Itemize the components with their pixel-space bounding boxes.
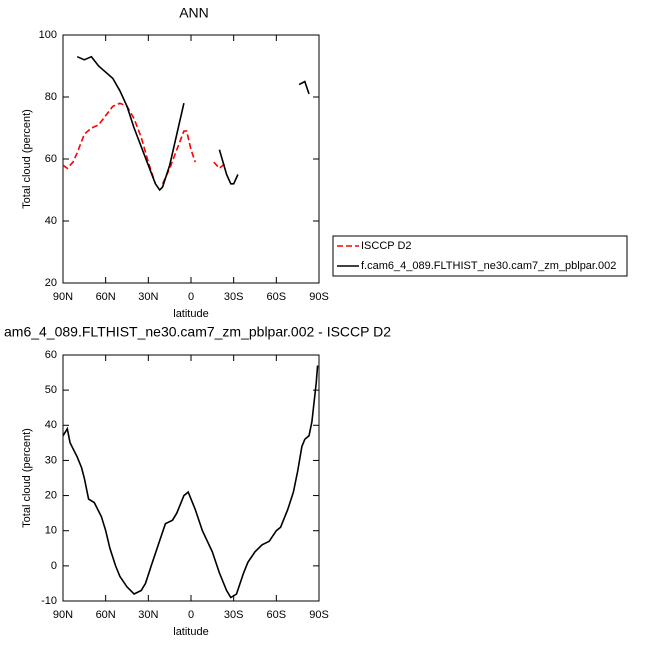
x-tick-label: 60S bbox=[267, 291, 287, 303]
plot-frame bbox=[62, 34, 320, 284]
y-tick-label: 20 bbox=[45, 489, 57, 501]
y-tick-label: 40 bbox=[45, 419, 57, 431]
x-tick-label: 90S bbox=[309, 609, 329, 621]
data-line bbox=[63, 103, 319, 258]
x-tick-label: 30S bbox=[224, 609, 244, 621]
y-tick-label: 50 bbox=[45, 384, 57, 396]
y-tick-label: 60 bbox=[45, 153, 57, 165]
y-tick-label: 30 bbox=[45, 454, 57, 466]
y-tick-label: 10 bbox=[45, 525, 57, 537]
x-tick-label: 30N bbox=[138, 609, 158, 621]
y-tick-label: 0 bbox=[51, 560, 57, 572]
x-tick-label: 90N bbox=[53, 609, 73, 621]
plot-frame bbox=[62, 354, 320, 602]
y-axis-label: Total cloud (percent) bbox=[21, 428, 33, 528]
legend-label: f.cam6_4_089.FLTHIST_ne30.cam7_zm_pblpar… bbox=[361, 260, 616, 272]
chart-title: ANN bbox=[179, 5, 209, 21]
chart-title: am6_4_089.FLTHIST_ne30.cam7_zm_pblpar.00… bbox=[4, 324, 391, 340]
data-line bbox=[77, 57, 317, 190]
y-axis-label: Total cloud (percent) bbox=[21, 109, 33, 209]
y-tick-label: 40 bbox=[45, 215, 57, 227]
y-tick-label: 100 bbox=[39, 29, 57, 41]
y-tick-label: 60 bbox=[45, 349, 57, 361]
data-line bbox=[62, 365, 319, 599]
x-tick-label: 60S bbox=[267, 609, 287, 621]
x-tick-label: 90N bbox=[53, 291, 73, 303]
x-tick-label: 60N bbox=[96, 291, 116, 303]
x-tick-label: 60N bbox=[96, 609, 116, 621]
x-tick-label: 0 bbox=[188, 609, 194, 621]
x-tick-label: 30N bbox=[138, 291, 158, 303]
legend-label: ISCCP D2 bbox=[361, 240, 412, 252]
x-tick-label: 0 bbox=[188, 291, 194, 303]
y-tick-label: 80 bbox=[45, 91, 57, 103]
x-tick-label: 90S bbox=[309, 291, 329, 303]
x-axis-label: latitude bbox=[173, 626, 208, 638]
x-tick-label: 30S bbox=[224, 291, 244, 303]
y-tick-label: 20 bbox=[45, 277, 57, 289]
legend-box bbox=[332, 235, 628, 277]
x-axis-label: latitude bbox=[173, 308, 208, 320]
y-tick-label: -10 bbox=[41, 595, 57, 607]
